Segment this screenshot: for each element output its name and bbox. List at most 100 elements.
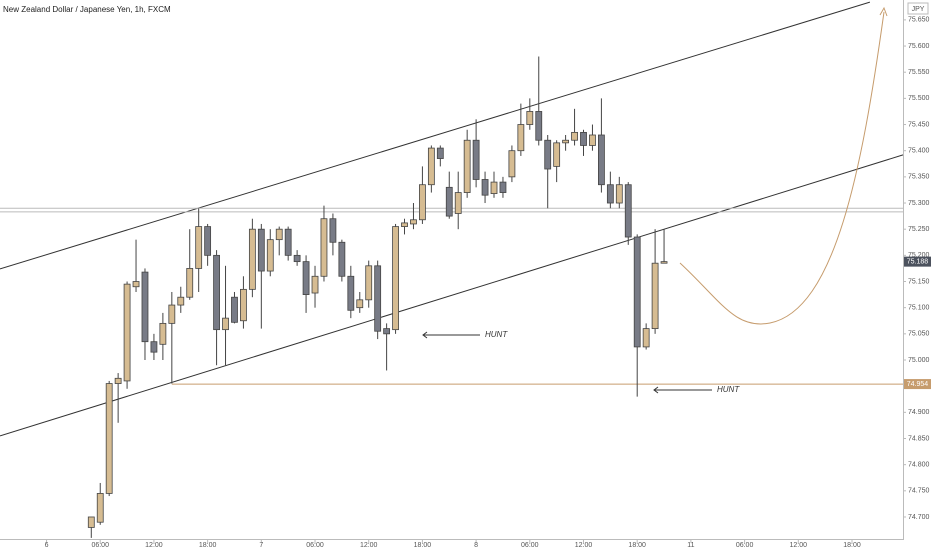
annotation: HUNT	[717, 385, 740, 394]
x-tick-label: 06:00	[91, 542, 109, 549]
candle-body	[553, 142, 561, 167]
x-tick-label: 12:00	[575, 542, 593, 549]
candle-body	[535, 111, 543, 141]
currency: JPY	[912, 6, 925, 13]
y-tick-label: 75.000	[908, 357, 930, 364]
last-price-tag: 75.188	[907, 258, 929, 265]
y-tick-label: 75.500	[908, 95, 930, 102]
annotation: HUNT	[485, 330, 508, 339]
candle-body	[168, 304, 176, 324]
candle-body	[186, 268, 194, 298]
candle-body	[642, 328, 650, 348]
x-tick-label: 8	[474, 542, 478, 549]
y-tick-label: 75.550	[908, 69, 930, 76]
y-tick-label: 75.050	[908, 331, 930, 338]
projection-curve	[679, 11, 885, 325]
candle-body	[410, 219, 417, 225]
candle-body	[436, 147, 444, 159]
candle-body	[123, 283, 131, 382]
y-tick-label: 74.700	[908, 514, 930, 521]
level-tag-box	[904, 379, 931, 390]
candle-body	[401, 222, 408, 227]
candle-body	[195, 226, 203, 269]
candle-body	[392, 226, 399, 331]
candle-body	[150, 341, 158, 353]
x-tick-label: 12:00	[360, 542, 378, 549]
candle-body	[615, 184, 623, 204]
chart-title: New Zealand Dollar / Japanese Yen, 1h, F…	[3, 5, 171, 14]
candle-body	[231, 296, 238, 323]
candle-body	[114, 377, 122, 384]
candle-body	[445, 186, 453, 217]
candle-body	[580, 131, 587, 146]
candle-body	[293, 254, 301, 263]
x-tick-label: 06:00	[736, 542, 754, 549]
candle-body	[651, 262, 659, 330]
hunt-arrowhead	[653, 386, 659, 394]
candle-body	[240, 288, 247, 322]
candle-body	[105, 383, 113, 494]
candle-body	[598, 134, 605, 186]
candle-body	[222, 317, 229, 331]
x-tick-label: 18:00	[199, 542, 217, 549]
candle-body	[606, 184, 614, 204]
candle-body	[544, 139, 552, 170]
x-tick-label: 12:00	[790, 542, 808, 549]
candle-body	[177, 296, 185, 306]
candle-body	[132, 281, 140, 288]
y-tick-label: 74.750	[908, 488, 930, 495]
candle-body	[490, 181, 498, 195]
projection-arrowhead	[879, 6, 888, 17]
candle-body	[204, 226, 212, 256]
candle-body	[365, 265, 373, 301]
last-price-tag-box	[904, 256, 931, 267]
x-tick-label: 6	[45, 542, 49, 549]
x-tick-label: 18:00	[843, 542, 861, 549]
candle-body	[141, 271, 149, 343]
candle-body	[454, 192, 462, 214]
candle-body	[508, 150, 516, 178]
candle-body	[248, 228, 256, 290]
candle-body	[499, 181, 507, 193]
candle-body	[660, 261, 668, 264]
candle-body	[347, 275, 355, 311]
candle-body	[96, 493, 104, 523]
candle-body	[571, 131, 578, 141]
y-tick-label: 75.250	[908, 226, 930, 233]
y-tick-label: 74.900	[908, 409, 930, 416]
candle-body	[213, 254, 220, 331]
candle-body	[320, 218, 328, 277]
candle-body	[633, 236, 641, 348]
candle-body	[517, 124, 525, 152]
y-tick-label: 74.850	[908, 435, 930, 442]
x-tick-label: 11	[687, 542, 694, 549]
candle-body	[356, 299, 364, 309]
currency-box	[907, 2, 929, 15]
candle-body	[338, 241, 346, 277]
x-tick-label: 06:00	[521, 542, 539, 549]
y-tick-label: 75.350	[908, 174, 930, 181]
candle-body	[383, 328, 391, 335]
candle-body	[427, 147, 435, 186]
trend-line	[0, 1, 871, 270]
candle-body	[266, 239, 274, 272]
candle-body	[463, 139, 471, 193]
y-tick-label: 75.600	[908, 43, 930, 50]
level-tag: 74.954	[907, 381, 929, 388]
candle-body	[562, 139, 570, 144]
candle-body	[275, 228, 283, 241]
candle-body	[481, 179, 489, 196]
candle-body	[589, 134, 596, 146]
x-tick-label: 7	[259, 542, 263, 549]
x-tick-label: 18:00	[628, 542, 646, 549]
x-tick-label: 12:00	[145, 542, 163, 549]
y-tick-label: 75.100	[908, 305, 930, 312]
y-tick-label: 75.200	[908, 252, 930, 259]
x-tick-label: 18:00	[414, 542, 432, 549]
candle-body	[302, 261, 310, 295]
y-tick-label: 75.650	[908, 17, 930, 24]
candle-body	[624, 184, 632, 238]
hunt-arrowhead	[422, 331, 428, 339]
